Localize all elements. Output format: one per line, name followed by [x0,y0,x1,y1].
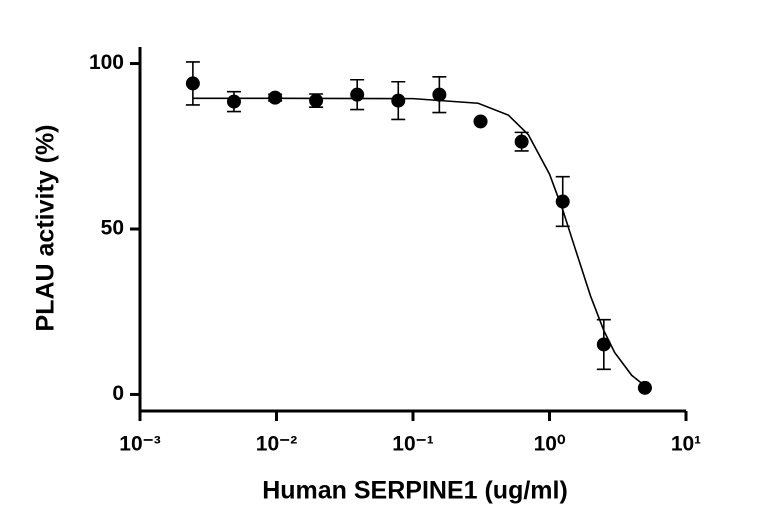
data-point [226,94,241,109]
data-point [350,87,365,102]
x-tick-label: 10⁻³ [119,433,160,456]
y-axis-label: PLAU activity (%) [32,125,60,332]
y-tick-label: 0 [112,382,124,405]
x-tick-label: 10¹ [671,433,701,456]
data-point [432,87,447,102]
x-axis-label: Human SERPINE1 (ug/ml) [262,477,568,505]
data-point [309,93,324,108]
data-point [268,90,283,105]
y-tick-label: 100 [89,51,124,74]
data-point [391,93,406,108]
data-point [596,337,611,352]
data-point [514,134,529,149]
fit-curve [192,97,646,387]
x-tick-label: 10⁻¹ [392,433,433,456]
x-tick-label: 10⁰ [534,433,566,456]
y-tick-label: 50 [101,217,124,240]
data-point [637,380,652,395]
x-tick-label: 10⁻² [256,433,297,456]
data-point [185,76,200,91]
data-point [555,194,570,209]
data-point [473,114,488,129]
